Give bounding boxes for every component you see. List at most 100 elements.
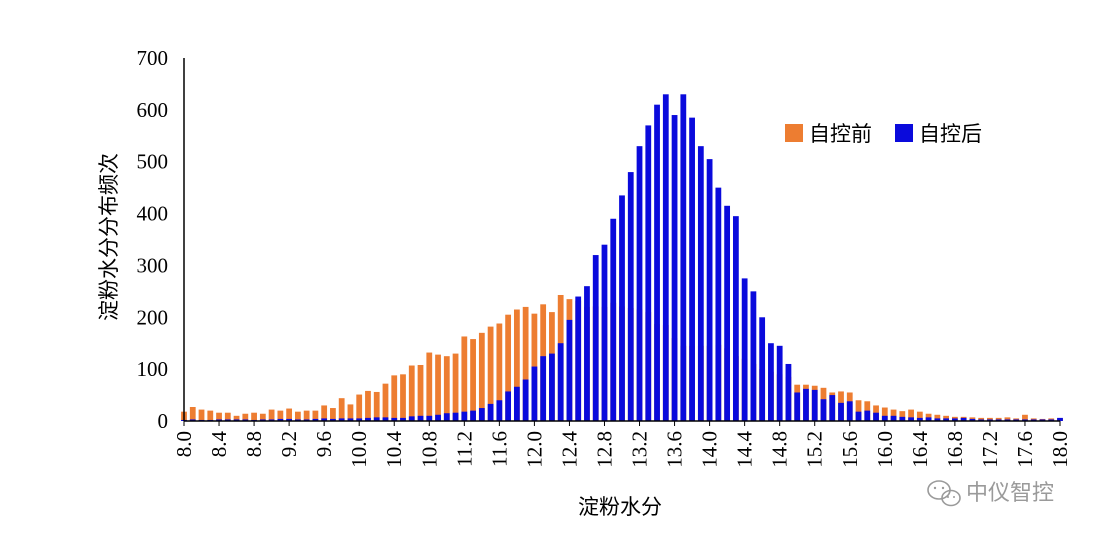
bar-after-9.0 xyxy=(268,419,275,421)
bar-before-17.6 xyxy=(1022,414,1028,421)
bar-before-9.9 xyxy=(347,404,354,421)
watermark: 中仪智控 xyxy=(927,480,1054,507)
bar-after-11.1 xyxy=(452,412,459,421)
bar-after-13.8 xyxy=(689,117,695,421)
bar-before-9.5 xyxy=(312,410,319,421)
bar-after-17.7 xyxy=(1030,419,1037,421)
bar-after-16.3 xyxy=(908,417,914,421)
x-axis-title: 淀粉水分 xyxy=(578,495,662,519)
bar-before-10.5 xyxy=(400,374,406,421)
bar-before-8.6 xyxy=(233,415,240,421)
bar-after-17.8 xyxy=(1039,419,1046,421)
x-tick-label: 10.4 xyxy=(382,431,406,468)
bar-before-8.8 xyxy=(251,412,257,421)
bar-before-11.4 xyxy=(478,332,485,421)
y-tick-label: 500 xyxy=(137,150,169,174)
bar-after-10.3 xyxy=(382,417,389,421)
bar-before-11.3 xyxy=(470,339,476,421)
bar-after-11.9 xyxy=(522,379,529,421)
bar-after-13.6 xyxy=(671,115,678,421)
x-tick-label: 17.6 xyxy=(1013,431,1037,468)
x-tick-label: 15.2 xyxy=(803,431,827,468)
bar-before-9.6 xyxy=(321,405,328,421)
bar-after-12.3 xyxy=(557,343,564,421)
bar-after-15.4 xyxy=(829,395,836,421)
bar-after-14.0 xyxy=(706,159,713,421)
x-tick-label: 10.0 xyxy=(347,431,371,468)
x-tick-label: 17.2 xyxy=(978,431,1002,468)
x-tick-label: 13.6 xyxy=(663,431,687,468)
bar-after-16.2 xyxy=(899,416,906,421)
y-tick-label: 100 xyxy=(137,357,169,381)
x-tick-label: 9.6 xyxy=(312,431,336,457)
bar-after-11.6 xyxy=(496,400,503,421)
x-tick-label: 14.8 xyxy=(768,431,792,468)
x-tick-label: 14.4 xyxy=(733,431,757,468)
bar-after-8.7 xyxy=(242,419,249,421)
y-axis-title: 淀粉水分分布频次 xyxy=(97,153,121,321)
bar-after-17.2 xyxy=(987,419,993,421)
x-tick-label: 11.2 xyxy=(452,431,476,467)
bar-after-12.2 xyxy=(549,353,555,421)
bar-after-11.7 xyxy=(505,391,512,421)
legend-swatch-before xyxy=(785,124,803,142)
bar-before-11.7 xyxy=(505,314,512,421)
bar-before-16.1 xyxy=(890,409,897,421)
bar-before-8.9 xyxy=(259,413,266,421)
bar-before-11.0 xyxy=(443,356,450,421)
bar-after-9.1 xyxy=(277,418,284,421)
bar-after-17.6 xyxy=(1022,419,1028,421)
bar-before-10.1 xyxy=(365,390,371,421)
bar-after-11.8 xyxy=(513,386,520,421)
bar-after-16.8 xyxy=(951,418,958,421)
bar-before-8.1 xyxy=(189,407,196,421)
bar-before-16.2 xyxy=(899,411,906,421)
bar-after-17.4 xyxy=(1004,419,1011,421)
bar-after-12.1 xyxy=(540,356,547,421)
bar-after-16.5 xyxy=(925,417,932,421)
bar-after-12.7 xyxy=(592,255,599,421)
bar-after-15.0 xyxy=(794,392,801,421)
bar-before-11.1 xyxy=(452,353,459,421)
bar-after-16.4 xyxy=(916,417,923,421)
bar-after-10.8 xyxy=(426,415,433,421)
x-tick-label: 16.4 xyxy=(908,431,932,468)
bar-before-10.0 xyxy=(356,394,363,421)
y-tick-label: 600 xyxy=(137,98,169,122)
bar-before-15.7 xyxy=(855,400,862,421)
bar-before-16.6 xyxy=(934,414,941,421)
bar-after-14.8 xyxy=(776,345,783,421)
bar-before-8.4 xyxy=(216,412,222,421)
y-tick-label: 700 xyxy=(137,46,169,70)
bar-after-9.3 xyxy=(294,419,301,421)
bar-after-12.6 xyxy=(584,286,590,421)
bar-after-11.3 xyxy=(470,410,476,421)
bar-after-14.7 xyxy=(768,343,774,421)
bar-after-15.6 xyxy=(846,401,853,421)
bar-before-9.1 xyxy=(277,410,284,421)
bar-before-16.4 xyxy=(916,411,923,421)
y-tick-label: 0 xyxy=(158,409,169,433)
bar-after-9.5 xyxy=(312,418,319,421)
bar-after-17.1 xyxy=(978,419,985,421)
bar-after-10.7 xyxy=(417,415,424,421)
bar-after-14.5 xyxy=(750,291,757,421)
bar-after-8.6 xyxy=(233,419,240,421)
bar-before-9.3 xyxy=(294,411,301,421)
legend-label-before: 自控前 xyxy=(809,122,872,146)
x-tick-label: 12.0 xyxy=(522,431,546,468)
bar-after-13.1 xyxy=(627,172,634,421)
bar-after-13.7 xyxy=(680,94,687,422)
bar-before-8.7 xyxy=(242,413,249,421)
x-tick-label: 18.0 xyxy=(1048,431,1072,468)
bar-after-10.4 xyxy=(391,417,398,421)
bar-before-8.5 xyxy=(224,412,231,421)
bar-before-10.4 xyxy=(391,375,398,421)
bar-after-15.5 xyxy=(838,402,844,421)
x-tick-label: 12.8 xyxy=(592,431,616,468)
legend-label-after: 自控后 xyxy=(919,122,982,146)
bar-before-17.4 xyxy=(1004,417,1011,421)
bar-after-13.4 xyxy=(654,104,660,422)
x-tick-label: 10.8 xyxy=(417,431,441,468)
